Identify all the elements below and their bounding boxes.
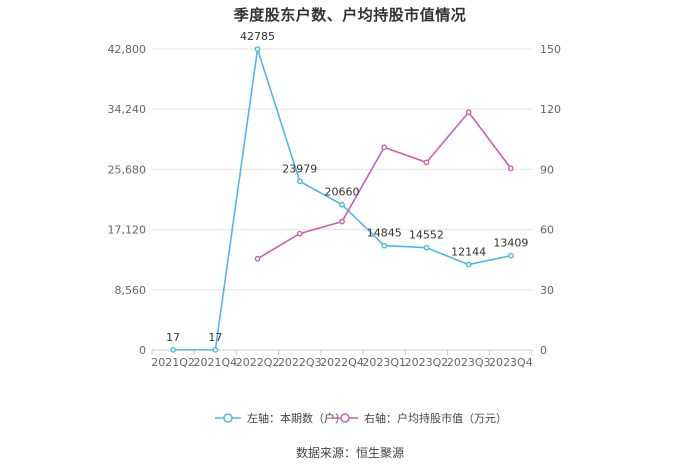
- x-axis-tick-label: 2022Q4: [320, 356, 364, 369]
- grid-lines: [152, 48, 532, 351]
- data-label: 42785: [240, 30, 275, 43]
- right-axis-tick-label: 90: [540, 163, 554, 176]
- x-axis-tick-label: 2022Q2: [236, 356, 280, 369]
- data-label: 23979: [282, 162, 317, 175]
- series-1-point: [254, 46, 261, 53]
- left-axis-tick-label: 25,680: [108, 163, 147, 176]
- series-1-point: [170, 346, 177, 353]
- data-label: 14552: [409, 229, 444, 242]
- data-label: 20660: [325, 186, 360, 199]
- x-axis-tick-label: 2021Q4: [194, 356, 238, 369]
- x-axis-tick-label: 2023Q2: [405, 356, 449, 369]
- data-label: 17: [208, 331, 222, 344]
- x-axis-tick-label: 2022Q3: [278, 356, 322, 369]
- data-label: 14845: [367, 227, 402, 240]
- right-axis-tick-label: 150: [540, 43, 561, 56]
- data-label: 13409: [493, 237, 528, 250]
- x-axis-tick-label: 2023Q1: [362, 356, 406, 369]
- series-layer: [170, 46, 514, 353]
- series-2-point: [381, 144, 388, 151]
- chart-title: 季度股东户数、户均持股市值情况: [233, 6, 467, 24]
- right-axis-tick-label: 120: [540, 103, 561, 116]
- series-2-point: [254, 255, 261, 262]
- legend: 左轴：本期数（户） 右轴：户均持股市值（万元）: [215, 411, 507, 425]
- series-1-point: [339, 201, 345, 208]
- series-1-point: [381, 242, 388, 249]
- left-axis-tick-label: 34,240: [108, 103, 147, 116]
- series-2-point: [296, 230, 303, 237]
- data-label: 17: [166, 331, 180, 344]
- left-axis-tick-label: 17,120: [108, 224, 147, 237]
- x-axis-tick-label: 2023Q4: [489, 356, 533, 369]
- data-labels: 17 17 42785 23979 20660 14845 14552 12144 13409: [166, 30, 528, 344]
- right-axis-tick-label: 0: [540, 344, 547, 357]
- x-axis-tick-label: 2021Q2: [151, 356, 195, 369]
- legend-marker-2: [340, 413, 350, 423]
- series-2-point: [507, 165, 514, 172]
- series-line-1: [173, 48, 512, 351]
- source-note: 数据来源：恒生聚源: [295, 446, 404, 460]
- series-2-point: [339, 218, 345, 225]
- x-axis-tick-label: 2023Q3: [447, 356, 491, 369]
- series-1-point: [212, 346, 219, 353]
- series-1-point: [507, 252, 514, 259]
- left-axis-tick-label: 0: [139, 344, 146, 357]
- legend-label-2: 右轴：户均持股市值（万元）: [364, 411, 507, 425]
- right-axis-tick-label: 30: [540, 284, 554, 297]
- left-axis-tick-label: 42,800: [108, 43, 147, 56]
- series-1-point: [465, 261, 472, 268]
- left-axis-tick-label: 8,560: [115, 284, 147, 297]
- series-2-point: [465, 109, 472, 116]
- legend-label-1: 左轴：本期数（户）: [247, 411, 346, 425]
- data-label: 12144: [451, 246, 486, 259]
- series-1-point: [296, 178, 303, 185]
- axes: 0 0 8,560 30 17,120 60 25,680 90 34,240 120 42,800…: [108, 43, 562, 369]
- legend-marker-1: [223, 413, 233, 423]
- series-1-point: [423, 244, 430, 251]
- right-axis-tick-label: 60: [540, 224, 554, 237]
- series-2-point: [423, 159, 430, 166]
